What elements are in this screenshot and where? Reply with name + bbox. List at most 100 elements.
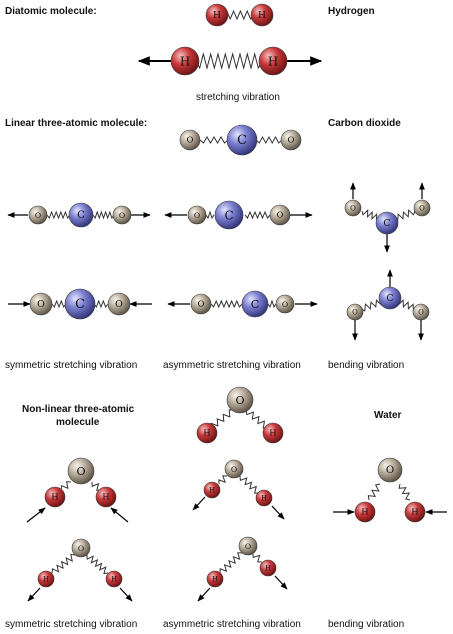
co2-ref-atom-c: C [226, 124, 258, 156]
h2o-asym1-bond-right [239, 475, 260, 494]
h2o-sym1-bond-right [91, 481, 102, 491]
h2o-asym2-atom-o: O [238, 536, 258, 556]
co2-bend2-atom-o-left: O [346, 303, 364, 321]
svg-text:O: O [119, 211, 125, 220]
co2-asym1-atom-o-right: O [269, 204, 291, 226]
co2-ref-bond-left [199, 136, 229, 144]
svg-text:H: H [411, 508, 418, 518]
svg-text:H: H [212, 576, 218, 584]
caption-h2o-asymmetric: asymmetric stretching vibration [163, 619, 301, 630]
svg-text:O: O [187, 136, 194, 146]
svg-text:O: O [419, 205, 425, 213]
heading-nonlinear-line1: Non-linear three-atomic [22, 404, 135, 415]
h2o-sym1-bond-left [60, 481, 72, 491]
co2-asym2-bond-left [210, 299, 243, 309]
h2o-sym2-arrow-right [119, 587, 133, 602]
co2-asym1-atom-c: C [214, 200, 244, 230]
h2o-asym1-bond-left [218, 475, 228, 485]
co2-sym2-atom-o-right: O [107, 292, 131, 316]
h2o-bend-bond-left [367, 483, 381, 501]
h2o-bend-atom-h-right: H [404, 501, 426, 523]
co2-asym2-atom-c: C [241, 290, 269, 318]
caption-co2-asymmetric: asymmetric stretching vibration [163, 360, 301, 371]
svg-text:C: C [77, 210, 85, 221]
h2-stretch-atom-h-right: H [258, 46, 288, 76]
co2-sym2-bond-left [51, 299, 67, 309]
h2o-sym1-arrow-left [26, 507, 46, 523]
svg-text:H: H [261, 495, 267, 503]
co2-bend1-bond-left [361, 209, 381, 222]
svg-text:H: H [213, 10, 221, 21]
h2o-sym2-arrow-left [27, 587, 41, 602]
svg-text:O: O [194, 211, 200, 220]
co2-bend2-bond-left [360, 299, 384, 312]
h2-small-atom-h-left: H [205, 3, 229, 27]
h2o-asym2-atom-h-left: H [206, 570, 224, 588]
h2o-asym1-atom-o: O [224, 459, 244, 479]
h2o-sym2-atom-h-left: H [37, 570, 55, 588]
co2-asym2-atom-o-right: O [275, 294, 295, 314]
h2o-sym2-bond-left [51, 553, 76, 574]
svg-text:C: C [383, 218, 390, 229]
co2-sym1-bond-left [46, 210, 71, 220]
h2o-sym1-arrow-right [110, 507, 129, 523]
h2o-asym1-atom-h-left: H [203, 481, 221, 499]
svg-text:H: H [265, 565, 271, 573]
h2o-sym2-atom-h-right: H [105, 570, 123, 588]
svg-text:H: H [269, 429, 276, 439]
svg-text:O: O [350, 205, 356, 213]
co2-asym1-atom-o-left: O [187, 205, 207, 225]
h2o-sym1-atom-h-right: H [95, 486, 117, 508]
h2o-asym2-arrow-h-left [197, 587, 211, 602]
co2-bend2-atom-o-right: O [412, 303, 430, 321]
heading-co2: Carbon dioxide [328, 118, 401, 129]
svg-text:C: C [251, 298, 259, 311]
svg-text:H: H [209, 487, 215, 495]
h2o-asym1-atom-h-right: H [255, 489, 273, 507]
co2-sym1-bond-right [92, 210, 115, 220]
co2-sym1-atom-c: C [68, 202, 94, 228]
svg-text:O: O [37, 299, 45, 310]
caption-co2-bending: bending vibration [328, 360, 405, 371]
svg-text:O: O [418, 309, 424, 317]
svg-text:H: H [51, 493, 58, 503]
caption-h2-stretching: stretching vibration [196, 92, 280, 103]
co2-asym1-bond-right [244, 210, 271, 220]
svg-text:H: H [203, 429, 210, 439]
svg-text:H: H [268, 55, 278, 69]
co2-sym1-atom-o-right: O [112, 205, 132, 225]
co2-bend1-atom-o-right: O [413, 199, 431, 217]
caption-h2o-symmetric: symmetric stretching vibration [5, 619, 138, 630]
svg-text:C: C [224, 209, 233, 223]
h2o-sym1-atom-o: O [67, 457, 95, 485]
co2-bend1-bond-right [393, 209, 416, 222]
h2-stretch-atom-h-left: H [170, 46, 200, 76]
svg-text:O: O [386, 465, 394, 476]
svg-text:H: H [43, 576, 49, 584]
co2-ref-atom-o-left: O [179, 129, 201, 151]
svg-text:O: O [282, 300, 288, 309]
h2o-ref-atom-o: O [226, 386, 254, 414]
h2o-bend-bond-right [398, 483, 411, 501]
h2o-sym2-atom-o: O [71, 538, 91, 558]
co2-bend1-atom-o-left: O [344, 199, 362, 217]
svg-text:O: O [352, 309, 358, 317]
co2-sym2-bond-right [93, 299, 109, 309]
h2o-ref-bond-left [209, 409, 235, 429]
h2o-bend-atom-h-left: H [354, 501, 376, 523]
heading-hydrogen: Hydrogen [328, 6, 375, 17]
co2-asym2-bond-right [267, 299, 277, 309]
heading-nonlinear-line2: molecule [56, 417, 100, 428]
h2o-asym2-bond-right [252, 552, 263, 563]
co2-bend1-atom-c: C [375, 211, 399, 235]
h2o-ref-atom-h-right: H [262, 422, 284, 444]
svg-text:H: H [180, 55, 190, 69]
svg-text:C: C [75, 297, 85, 312]
svg-text:O: O [35, 211, 41, 220]
heading-diatomic: Diatomic molecule: [5, 6, 97, 17]
h2o-sym1-atom-h-left: H [44, 486, 66, 508]
svg-text:H: H [258, 10, 266, 21]
svg-text:O: O [288, 136, 295, 146]
h2-stretch-bond [195, 52, 263, 70]
